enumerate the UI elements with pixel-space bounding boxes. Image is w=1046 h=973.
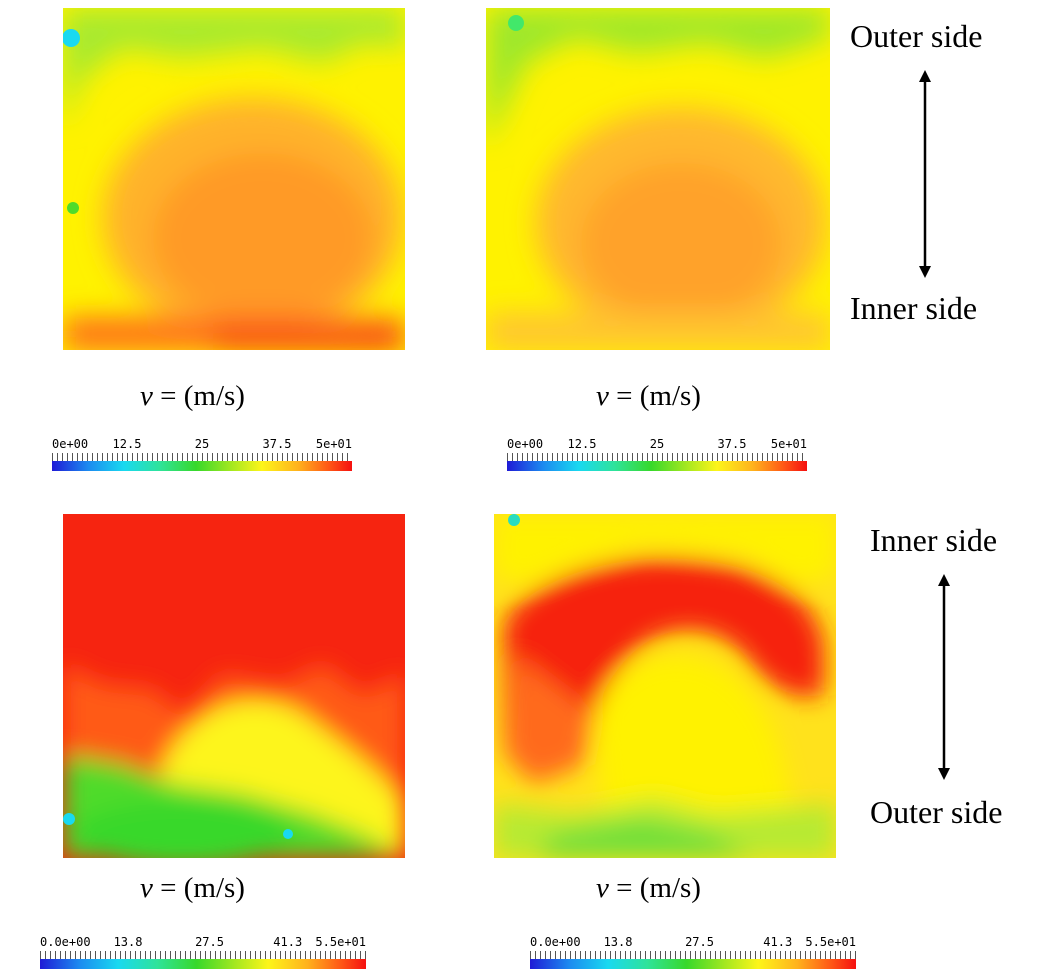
velocity-label-bottom-left: v = (m/s) — [140, 872, 245, 905]
colorbar-tick-label: 5e+01 — [770, 437, 807, 451]
colorbar-tick-label: 41.3 — [763, 935, 793, 949]
colorbar-tick-label: 12.5 — [112, 437, 142, 451]
velocity-unit: = (m/s) — [608, 872, 701, 904]
velocity-symbol: v — [140, 380, 153, 412]
colorbar-gradient — [530, 959, 856, 969]
colorbar-gradient — [52, 461, 352, 471]
velocity-unit: = (m/s) — [608, 380, 701, 412]
velocity-unit: = (m/s) — [152, 872, 245, 904]
velocity-label-top-left: v = (m/s) — [140, 380, 245, 413]
label-top-outer-side: Outer side — [850, 18, 983, 54]
colorbar-tick-label: 25 — [194, 437, 210, 451]
velocity-symbol: v — [140, 872, 153, 904]
colorbar-top-right: 0e+00 12.5 25 37.5 5e+01 — [507, 437, 807, 473]
colorbar-tick-label: 0.0e+00 — [40, 935, 91, 949]
colorbar-tick-label: 37.5 — [717, 437, 747, 451]
velocity-field-bottom-right — [494, 514, 836, 858]
double-arrow-icon — [919, 70, 931, 278]
colorbar-tick-label: 41.3 — [273, 935, 303, 949]
colorbar-bottom-right: 0.0e+00 13.8 27.5 41.3 5.5e+01 — [530, 935, 856, 971]
velocity-field-bottom-left — [63, 514, 405, 858]
colorbar-tick-label: 5e+01 — [315, 437, 352, 451]
colorbar-tick-label: 0e+00 — [507, 437, 544, 451]
velocity-unit: = (m/s) — [152, 380, 245, 412]
colorbar-tick-label: 25 — [649, 437, 665, 451]
colorbar-tick-labels: 0.0e+00 13.8 27.5 41.3 5.5e+01 — [40, 935, 366, 951]
colorbar-tick-label: 13.8 — [603, 935, 633, 949]
velocity-label-bottom-right: v = (m/s) — [596, 872, 701, 905]
colorbar-gradient — [507, 461, 807, 471]
velocity-symbol: v — [596, 872, 609, 904]
velocity-label-top-right: v = (m/s) — [596, 380, 701, 413]
contour-panel-bottom-left — [63, 514, 405, 858]
velocity-symbol: v — [596, 380, 609, 412]
contour-panel-top-left — [63, 8, 405, 350]
colorbar-tick-label: 0e+00 — [52, 437, 89, 451]
colorbar-scale-ticks — [507, 453, 807, 461]
colorbar-tick-label: 13.8 — [113, 935, 143, 949]
colorbar-scale-ticks — [52, 453, 352, 461]
colorbar-tick-label: 27.5 — [195, 935, 224, 949]
colorbar-bottom-left: 0.0e+00 13.8 27.5 41.3 5.5e+01 — [40, 935, 366, 971]
colorbar-gradient — [40, 959, 366, 969]
colorbar-tick-label: 27.5 — [685, 935, 714, 949]
contour-panel-bottom-right — [494, 514, 836, 858]
double-arrow-icon — [938, 574, 950, 780]
colorbar-scale-ticks — [530, 951, 856, 959]
colorbar-tick-label: 5.5e+01 — [315, 935, 366, 949]
velocity-field-top-left — [63, 8, 405, 350]
velocity-field-top-right — [486, 8, 830, 350]
colorbar-top-left: 0e+00 12.5 25 37.5 5e+01 — [52, 437, 352, 473]
label-bottom-outer-side: Outer side — [870, 794, 1003, 830]
colorbar-tick-label: 37.5 — [262, 437, 292, 451]
contour-panel-top-right — [486, 8, 830, 350]
colorbar-tick-labels: 0.0e+00 13.8 27.5 41.3 5.5e+01 — [530, 935, 856, 951]
colorbar-tick-label: 12.5 — [567, 437, 597, 451]
label-bottom-inner-side: Inner side — [870, 522, 998, 558]
colorbar-tick-label: 0.0e+00 — [530, 935, 581, 949]
label-top-inner-side: Inner side — [850, 290, 978, 326]
colorbar-scale-ticks — [40, 951, 366, 959]
colorbar-tick-labels: 0e+00 12.5 25 37.5 5e+01 — [52, 437, 352, 453]
colorbar-tick-labels: 0e+00 12.5 25 37.5 5e+01 — [507, 437, 807, 453]
colorbar-tick-label: 5.5e+01 — [805, 935, 856, 949]
